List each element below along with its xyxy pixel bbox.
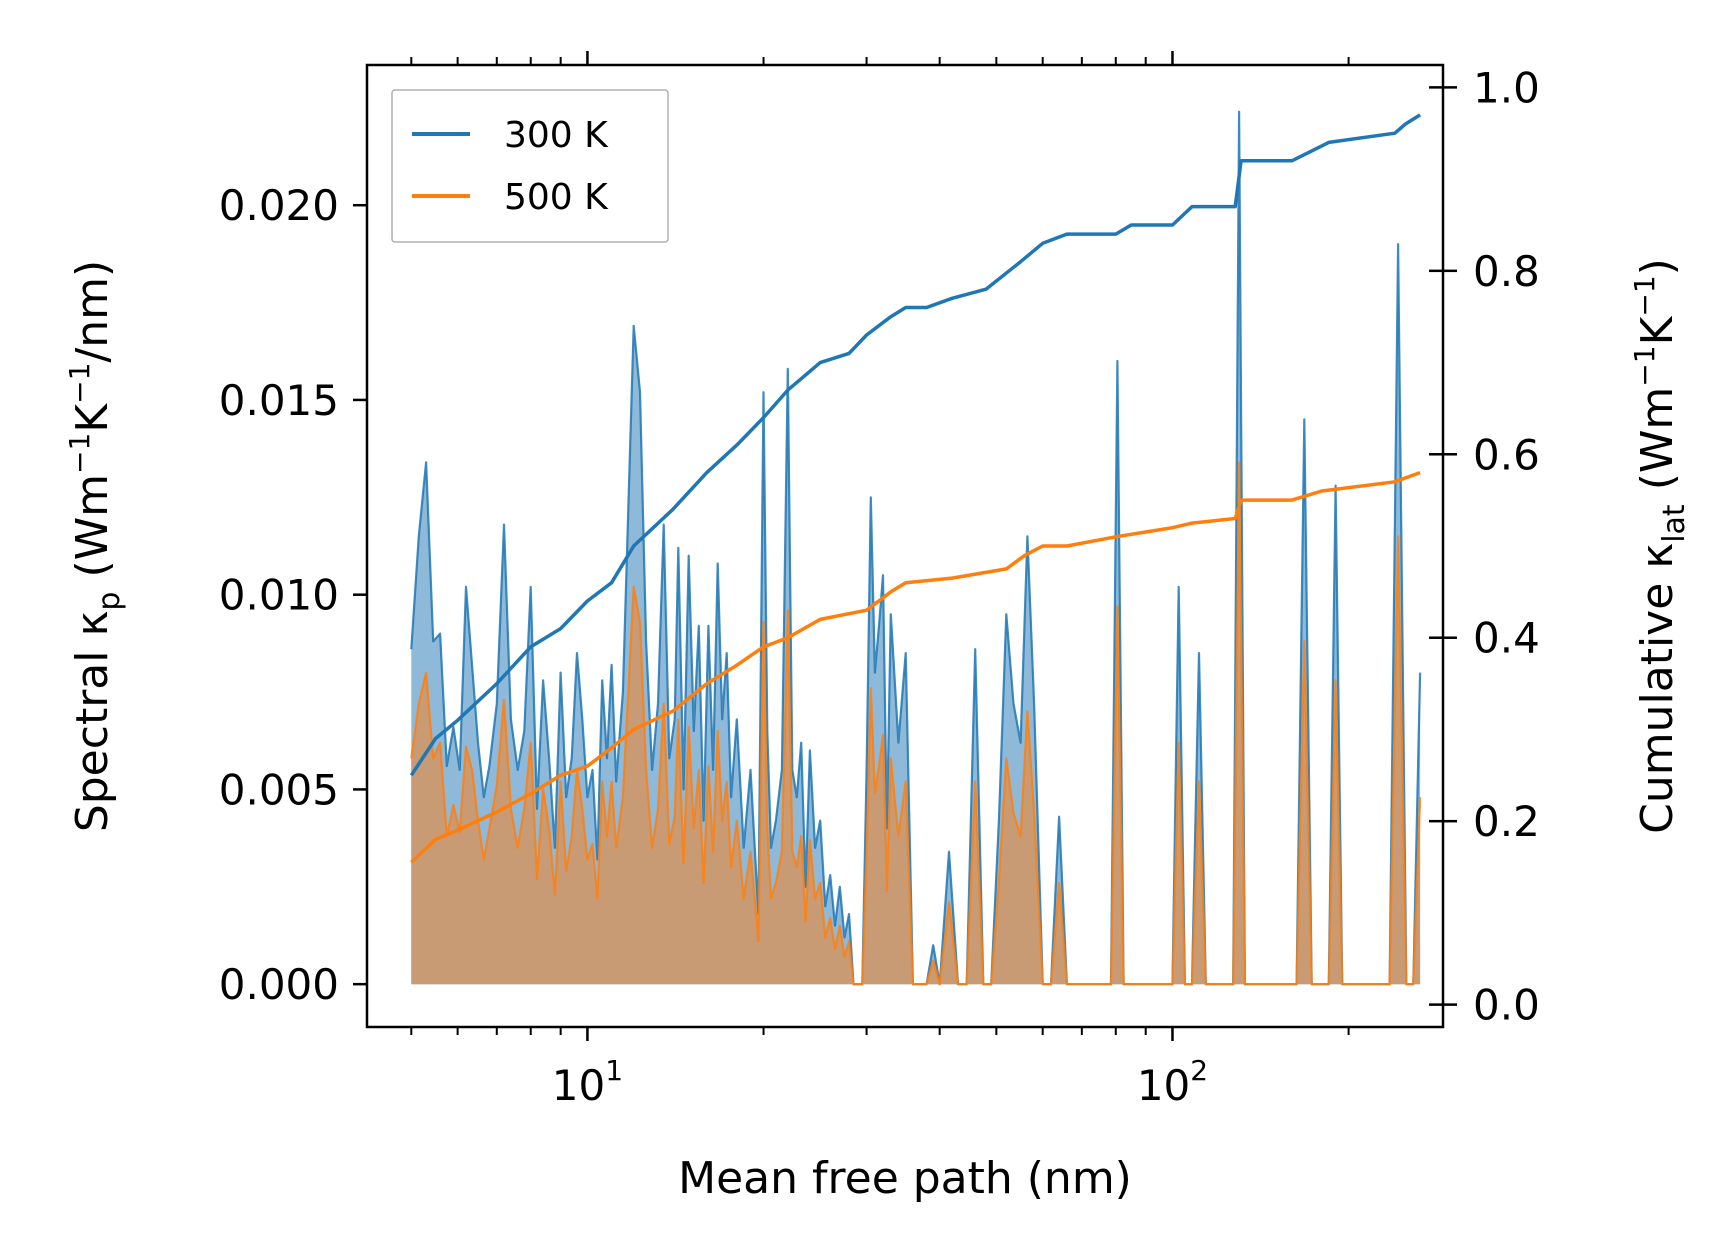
legend: 300 K 500 K xyxy=(391,89,669,243)
x-tick-label: 102 xyxy=(1137,1054,1208,1110)
ticks-layer: 0.000 0.005 0.010 0.015 0.020 0.0 0.2 0.4 0.6 0.8… xyxy=(219,51,1540,1110)
y-axis-label-left: Spectral κp(Wm−1K−1/nm) xyxy=(63,260,127,832)
cumulative-line-300k xyxy=(409,113,1422,777)
y-tick-label-left: 0.015 xyxy=(219,376,339,425)
x-tick-label: 101 xyxy=(552,1054,623,1110)
y-tick-label-right: 0.8 xyxy=(1473,247,1540,296)
y-tick-label-right: 0.0 xyxy=(1473,981,1540,1030)
y-tick-label-left: 0.020 xyxy=(219,181,339,230)
y-tick-label-right: 1.0 xyxy=(1473,63,1540,112)
y-tick-label-right: 0.2 xyxy=(1473,797,1540,846)
y-tick-label-right: 0.4 xyxy=(1473,614,1540,663)
legend-box xyxy=(391,89,669,243)
spectral-fill-500k xyxy=(411,462,1421,985)
spectral-line-500k xyxy=(410,461,1422,986)
y-tick-label-left: 0.010 xyxy=(219,571,339,620)
y-tick-label-right: 0.6 xyxy=(1473,430,1540,479)
series-layer xyxy=(409,110,1422,986)
plot-frame xyxy=(365,63,1445,1029)
y-axis-label-right: Cumulative κlat(Wm−1K−1) xyxy=(1628,258,1692,834)
y-tick-label-left: 0.005 xyxy=(219,765,339,814)
legend-label-500k: 500 K xyxy=(504,177,609,218)
cumulative-line-500k xyxy=(410,470,1421,864)
x-axis-label: Mean free path (nm) xyxy=(678,1153,1132,1204)
legend-label-300k: 300 K xyxy=(504,115,609,156)
y-tick-label-left: 0.000 xyxy=(219,960,339,1009)
